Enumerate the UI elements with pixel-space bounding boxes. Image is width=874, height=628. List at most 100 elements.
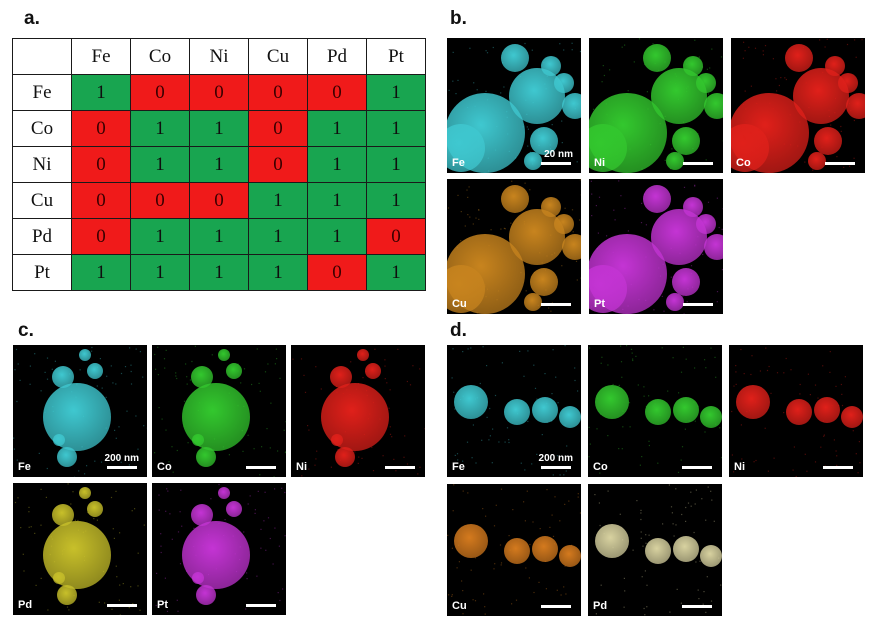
matrix-cell: 1 (189, 218, 249, 255)
matrix-cell: 0 (248, 110, 308, 147)
panel-label-b: b. (450, 8, 467, 29)
matrix-col-header-fe: Fe (71, 38, 131, 75)
element-label: Co (593, 461, 608, 473)
matrix-cell: 1 (366, 182, 426, 219)
matrix-cell: 1 (307, 218, 367, 255)
matrix-row-header-pt: Pt (12, 254, 72, 291)
element-label: Co (736, 157, 751, 169)
matrix-cell: 1 (189, 146, 249, 183)
matrix-cell: 1 (366, 146, 426, 183)
scale-bar (682, 605, 712, 608)
eds-map-pd: Pd (13, 483, 147, 615)
matrix-cell: 1 (307, 110, 367, 147)
scale-bar-label: 200 nm (538, 453, 573, 464)
eds-map-co: Co (731, 38, 865, 173)
scale-bar (541, 162, 571, 165)
matrix-cell: 0 (189, 182, 249, 219)
matrix-row-header-fe: Fe (12, 74, 72, 111)
matrix-cell: 1 (307, 182, 367, 219)
matrix-cell: 1 (189, 110, 249, 147)
scale-bar (541, 303, 571, 306)
eds-map-cu: Cu (447, 484, 581, 616)
eds-map-fe: Fe 20 nm (447, 38, 581, 173)
matrix-cell: 1 (366, 74, 426, 111)
scale-bar (246, 604, 276, 607)
matrix-cell: 0 (189, 74, 249, 111)
matrix-cell: 0 (307, 74, 367, 111)
matrix-col-header-ni: Ni (189, 38, 249, 75)
compatibility-matrix: Fe Co Ni Cu Pd Pt Fe 1 0 0 0 0 1 Co 0 1 1 0 1 1 Ni 0 1 1 0 1 1 Cu 0… (12, 38, 426, 291)
matrix-corner-cell (12, 38, 72, 75)
scale-bar (107, 604, 137, 607)
matrix-cell: 1 (248, 254, 308, 291)
matrix-col-header-pt: Pt (366, 38, 426, 75)
scale-bar (682, 466, 712, 469)
matrix-cell: 0 (71, 218, 131, 255)
matrix-row-header-cu: Cu (12, 182, 72, 219)
matrix-cell: 0 (71, 146, 131, 183)
matrix-row: Pt 1 1 1 1 0 1 (12, 254, 426, 291)
scale-bar (107, 466, 137, 469)
matrix-row: Pd 0 1 1 1 1 0 (12, 218, 426, 255)
eds-map-ni: Ni (589, 38, 723, 173)
scale-bar (246, 466, 276, 469)
matrix-row-header-ni: Ni (12, 146, 72, 183)
element-label: Cu (452, 600, 467, 612)
panel-label-a: a. (24, 8, 40, 29)
scale-bar (385, 466, 415, 469)
element-label: Fe (452, 461, 465, 473)
eds-map-pt: Pt (589, 179, 723, 314)
eds-map-pd: Pd (588, 484, 722, 616)
element-label: Pd (18, 599, 33, 611)
matrix-cell: 0 (130, 74, 190, 111)
matrix-cell: 0 (71, 182, 131, 219)
matrix-cell: 0 (248, 74, 308, 111)
matrix-header-row: Fe Co Ni Cu Pd Pt (12, 38, 426, 75)
panel-label-d: d. (450, 320, 467, 341)
scale-bar (683, 162, 713, 165)
scale-bar (683, 303, 713, 306)
matrix-row-header-pd: Pd (12, 218, 72, 255)
matrix-row: Co 0 1 1 0 1 1 (12, 110, 426, 147)
matrix-cell: 0 (71, 110, 131, 147)
element-label: Ni (296, 461, 307, 473)
scale-bar (825, 162, 855, 165)
eds-map-fe: Fe 200 nm (13, 345, 147, 477)
matrix-row: Cu 0 0 0 1 1 1 (12, 182, 426, 219)
panel-label-c: c. (18, 320, 34, 341)
eds-map-co: Co (588, 345, 722, 477)
matrix-cell: 0 (248, 146, 308, 183)
element-label: Fe (452, 157, 465, 169)
matrix-row: Ni 0 1 1 0 1 1 (12, 146, 426, 183)
eds-map-pt: Pt (152, 483, 286, 615)
eds-map-cu: Cu (447, 179, 581, 314)
eds-map-co: Co (152, 345, 286, 477)
eds-map-ni: Ni (291, 345, 425, 477)
matrix-cell: 1 (71, 254, 131, 291)
scale-bar-label: 200 nm (104, 453, 139, 464)
matrix-col-header-pd: Pd (307, 38, 367, 75)
matrix-body: Fe 1 0 0 0 0 1 Co 0 1 1 0 1 1 Ni 0 1 1 0 1 1 Cu 0 0 0 1 1 1 Pd 0 1 1 1 1 0… (12, 74, 426, 291)
scale-bar (541, 466, 571, 469)
matrix-cell: 1 (189, 254, 249, 291)
matrix-cell: 1 (366, 254, 426, 291)
matrix-row: Fe 1 0 0 0 0 1 (12, 74, 426, 111)
element-label: Pd (593, 600, 608, 612)
eds-map-ni: Ni (729, 345, 863, 477)
element-label: Ni (594, 157, 605, 169)
matrix-cell: 1 (248, 182, 308, 219)
matrix-cell: 1 (130, 110, 190, 147)
matrix-cell: 0 (366, 218, 426, 255)
matrix-col-header-cu: Cu (248, 38, 308, 75)
matrix-cell: 1 (130, 218, 190, 255)
element-label: Fe (18, 461, 31, 473)
scale-bar-label: 20 nm (544, 149, 573, 160)
element-label: Ni (734, 461, 745, 473)
matrix-row-header-co: Co (12, 110, 72, 147)
element-label: Cu (452, 298, 467, 310)
matrix-cell: 1 (366, 110, 426, 147)
eds-map-fe: Fe 200 nm (447, 345, 581, 477)
matrix-cell: 1 (248, 218, 308, 255)
element-label: Co (157, 461, 172, 473)
matrix-cell: 1 (307, 146, 367, 183)
